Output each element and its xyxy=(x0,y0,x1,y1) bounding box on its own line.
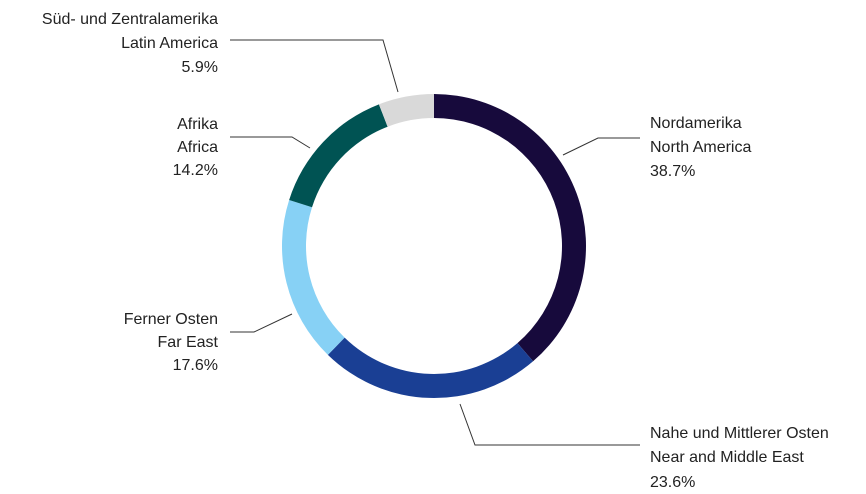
label-en: Near and Middle East xyxy=(650,449,804,466)
leader-line xyxy=(459,403,640,446)
label-en: Latin America xyxy=(121,35,218,52)
label-de: Afrika xyxy=(177,116,218,133)
donut-segment xyxy=(282,199,345,355)
value-label: 14.2% xyxy=(173,162,218,179)
label-de: Nahe und Mittlerer Osten xyxy=(650,425,829,442)
value-label: 17.6% xyxy=(173,357,218,374)
value-label: 23.6% xyxy=(650,474,695,491)
label-en: Far East xyxy=(158,334,219,351)
label-en: Africa xyxy=(177,139,218,156)
leader-line xyxy=(562,137,640,156)
label-en: North America xyxy=(650,139,751,156)
donut-segment xyxy=(434,94,586,362)
donut-segment xyxy=(378,94,434,127)
label-de: Süd- und Zentralamerika xyxy=(42,11,218,28)
leader-line xyxy=(230,39,399,93)
value-label: 5.9% xyxy=(182,59,218,76)
donut-segment xyxy=(289,104,388,208)
leader-line xyxy=(230,313,293,333)
leader-line xyxy=(230,136,311,149)
label-de: Nordamerika xyxy=(650,115,742,132)
donut-segment xyxy=(327,337,534,399)
value-label: 38.7% xyxy=(650,163,695,180)
label-de: Ferner Osten xyxy=(124,311,218,328)
